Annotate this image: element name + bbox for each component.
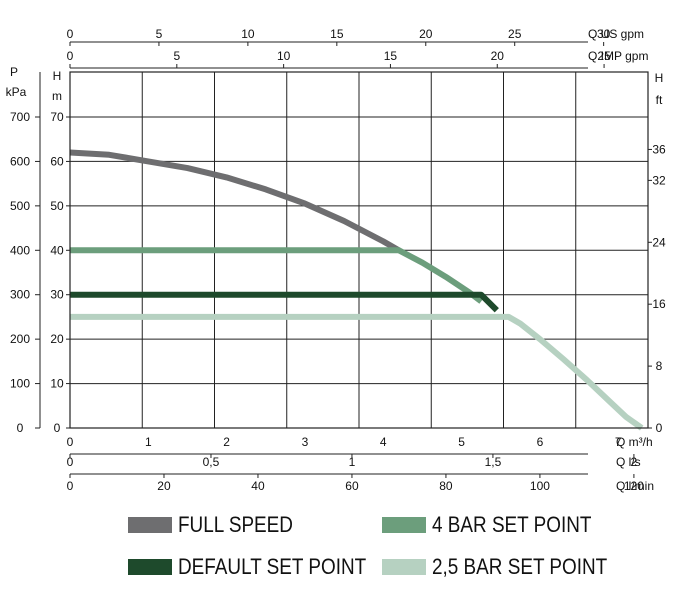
series-line-default-set-point (70, 291, 499, 313)
x-tick-label-lmin: 100 (530, 479, 550, 493)
y-tick-label-ft: 24 (652, 235, 666, 249)
x-tick-label-impgpm: 10 (277, 49, 291, 63)
x-tick-label-usgpm: 25 (508, 27, 522, 41)
y-tick-label-kpa: 100 (10, 377, 30, 391)
axis-labels: 010203040506070Hm0100200300400500600700P… (6, 27, 666, 493)
x-tick-label-m3h: 6 (537, 435, 544, 449)
x-axis-label-impgpm: Q IMP gpm (588, 49, 648, 63)
x-tick-label-usgpm: 15 (330, 27, 344, 41)
y-tick-label-h: 70 (50, 110, 64, 124)
x-tick-label-usgpm: 5 (156, 27, 163, 41)
x-tick-label-impgpm: 15 (384, 49, 398, 63)
y-tick-label-ft: 36 (652, 142, 666, 156)
x-axis-label-ls: Q l/s (616, 455, 641, 469)
y-tick-label-h: 0 (54, 421, 61, 435)
series-line-full-speed (69, 149, 401, 253)
x-tick-label-m3h: 3 (302, 435, 309, 449)
series-line-2-5-bar-set-point (70, 313, 644, 431)
x-tick-label-lmin: 20 (157, 479, 171, 493)
x-tick-label-m3h: 7 (615, 435, 622, 449)
x-tick-label-m3h: 0 (67, 435, 74, 449)
x-tick-label-impgpm: 0 (67, 49, 74, 63)
y-tick-label-kpa: 0 (17, 421, 24, 435)
y-tick-label-kpa: 200 (10, 332, 30, 346)
x-tick-label-impgpm: 5 (173, 49, 180, 63)
y-axis-label-kpa: kPa (6, 85, 27, 99)
x-tick-label-lmin: 120 (624, 479, 644, 493)
x-tick-label-lmin: 40 (251, 479, 265, 493)
y-tick-label-kpa: 700 (10, 110, 30, 124)
x-tick-label-lmin: 0 (67, 479, 74, 493)
x-tick-label-ls: 1 (349, 455, 356, 469)
x-tick-label-m3h: 5 (458, 435, 465, 449)
y-tick-label-ft: 32 (652, 173, 666, 187)
x-tick-label-ls: 2 (631, 455, 638, 469)
y-tick-label-kpa: 600 (10, 154, 30, 168)
y-tick-label-h: 50 (50, 199, 64, 213)
x-tick-label-impgpm: 20 (491, 49, 505, 63)
y-axis-label-h: H (53, 69, 62, 83)
y-tick-label-ft: 0 (656, 421, 663, 435)
x-axis-label-m3h: Q m³/h (616, 435, 653, 449)
y-tick-label-h: 40 (50, 243, 64, 257)
y-tick-label-kpa: 300 (10, 288, 30, 302)
x-tick-label-impgpm: 25 (597, 49, 611, 63)
x-tick-label-usgpm: 10 (241, 27, 255, 41)
y-tick-label-h: 20 (50, 332, 64, 346)
curves (69, 149, 644, 431)
y-tick-label-ft: 16 (652, 297, 666, 311)
x-tick-label-usgpm: 20 (419, 27, 433, 41)
x-tick-label-ls: 0,5 (203, 455, 220, 469)
y-tick-label-ft: 8 (656, 359, 663, 373)
x-tick-label-m3h: 2 (223, 435, 230, 449)
y-axis-label-ft: ft (656, 93, 663, 107)
x-tick-label-m3h: 1 (145, 435, 152, 449)
y-axis-label-m: m (52, 89, 62, 103)
x-tick-label-ls: 0 (67, 455, 74, 469)
x-tick-label-usgpm: 30 (597, 27, 611, 41)
y-tick-label-h: 10 (50, 377, 64, 391)
x-tick-label-lmin: 60 (345, 479, 359, 493)
y-tick-label-kpa: 400 (10, 243, 30, 257)
y-tick-label-h: 60 (50, 154, 64, 168)
x-tick-label-m3h: 4 (380, 435, 387, 449)
x-axis-label-lmin: Q l/min (616, 479, 654, 493)
y-tick-label-kpa: 500 (10, 199, 30, 213)
y-axis-label-h-right: H (655, 71, 664, 85)
x-tick-label-usgpm: 0 (67, 27, 74, 41)
x-axis-label-usgpm: Q US gpm (588, 27, 644, 41)
x-tick-label-ls: 1,5 (485, 455, 502, 469)
x-tick-label-lmin: 80 (439, 479, 453, 493)
y-axis-label-p: P (10, 65, 18, 79)
y-tick-label-h: 30 (50, 288, 64, 302)
